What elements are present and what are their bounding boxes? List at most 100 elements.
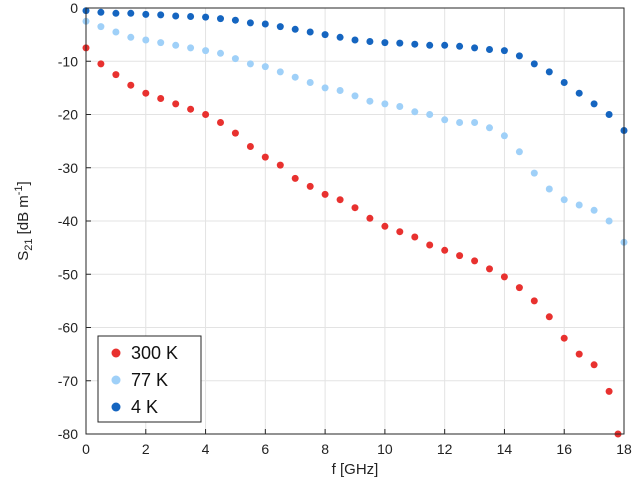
data-point [590, 206, 598, 214]
y-axis-label-unit: [dB m [15, 195, 32, 234]
data-point [246, 60, 254, 68]
data-point [575, 350, 583, 358]
data-point [396, 39, 404, 47]
x-tick-label: 0 [82, 441, 90, 457]
data-point [530, 297, 538, 305]
data-point [336, 33, 344, 41]
y-tick-label: -60 [58, 320, 78, 336]
data-point [515, 52, 523, 60]
y-tick-label: -20 [58, 107, 78, 123]
data-point [381, 222, 389, 230]
x-tick-label: 6 [261, 441, 269, 457]
data-point [187, 105, 195, 113]
x-tick-label: 14 [497, 441, 513, 457]
data-point [471, 119, 479, 126]
data-point [396, 228, 404, 236]
series-2 [82, 7, 628, 134]
data-point [560, 79, 568, 86]
data-point [142, 36, 150, 44]
data-point [441, 246, 449, 254]
data-point [306, 79, 314, 86]
data-point [605, 387, 613, 395]
data-point [231, 129, 239, 137]
data-point [381, 39, 389, 47]
data-point [426, 41, 434, 49]
data-point [471, 44, 479, 52]
data-point [157, 95, 165, 102]
data-point [530, 60, 538, 68]
x-tick-label: 4 [202, 441, 210, 457]
data-point [456, 252, 464, 260]
data-point [217, 119, 224, 126]
data-point [530, 169, 538, 177]
data-point [97, 8, 105, 16]
data-point [366, 214, 374, 222]
x-axis-label: f [GHz] [332, 461, 379, 478]
data-point [545, 68, 553, 76]
data-point [351, 92, 359, 100]
data-point [336, 196, 344, 204]
data-point [231, 16, 239, 24]
data-point [246, 143, 254, 150]
data-point [486, 265, 493, 273]
data-point [187, 13, 195, 20]
data-point [291, 73, 299, 81]
y-tick-label: -40 [58, 213, 78, 229]
data-point [456, 119, 464, 126]
data-point [575, 89, 583, 97]
data-point [127, 81, 135, 89]
data-series [82, 7, 628, 438]
data-point [590, 361, 598, 369]
x-tick-label: 8 [321, 441, 329, 457]
data-point [515, 148, 523, 156]
data-point [545, 313, 553, 321]
data-point [187, 44, 195, 52]
y-axis-label-close: ] [15, 181, 32, 185]
data-point [441, 41, 449, 49]
data-point [306, 182, 314, 190]
data-point [605, 217, 613, 225]
data-point [500, 132, 508, 140]
legend-marker-300k [111, 348, 121, 358]
y-axis-label: S21 [dB m-1] [13, 181, 35, 260]
data-point [142, 89, 150, 97]
y-axis-label-superscript: -1 [13, 185, 25, 195]
y-axis-label-base: S [15, 251, 32, 261]
data-point [261, 63, 269, 71]
y-tick-label: -70 [58, 373, 78, 389]
y-axis-label-subscript: 21 [23, 238, 35, 250]
data-point [246, 19, 254, 27]
y-tick-label: -50 [58, 266, 78, 282]
data-point [142, 10, 150, 18]
data-point [321, 31, 329, 39]
x-tick-label: 18 [616, 441, 632, 457]
data-point [486, 46, 493, 53]
x-tick-label: 2 [142, 441, 150, 457]
y-tick-label: -10 [58, 53, 78, 69]
data-point [590, 100, 598, 108]
data-point [545, 185, 553, 193]
series-0 [82, 44, 622, 438]
data-point [97, 23, 105, 31]
data-point [276, 23, 284, 31]
data-point [217, 49, 224, 57]
data-point [217, 15, 224, 23]
data-point [426, 111, 434, 118]
data-point [351, 204, 359, 212]
data-point [441, 116, 449, 124]
data-point [321, 190, 329, 198]
y-tick-label: -30 [58, 160, 78, 176]
data-point [97, 60, 105, 68]
data-point [202, 13, 210, 21]
data-point [157, 11, 165, 19]
legend-label-77k: 77 K [131, 370, 168, 390]
data-point [172, 12, 180, 20]
data-point [515, 284, 523, 292]
data-point [127, 9, 135, 17]
data-point [291, 174, 299, 182]
data-point [231, 55, 239, 63]
data-point [500, 47, 508, 55]
x-tick-label: 10 [377, 441, 393, 457]
data-point [456, 42, 464, 50]
